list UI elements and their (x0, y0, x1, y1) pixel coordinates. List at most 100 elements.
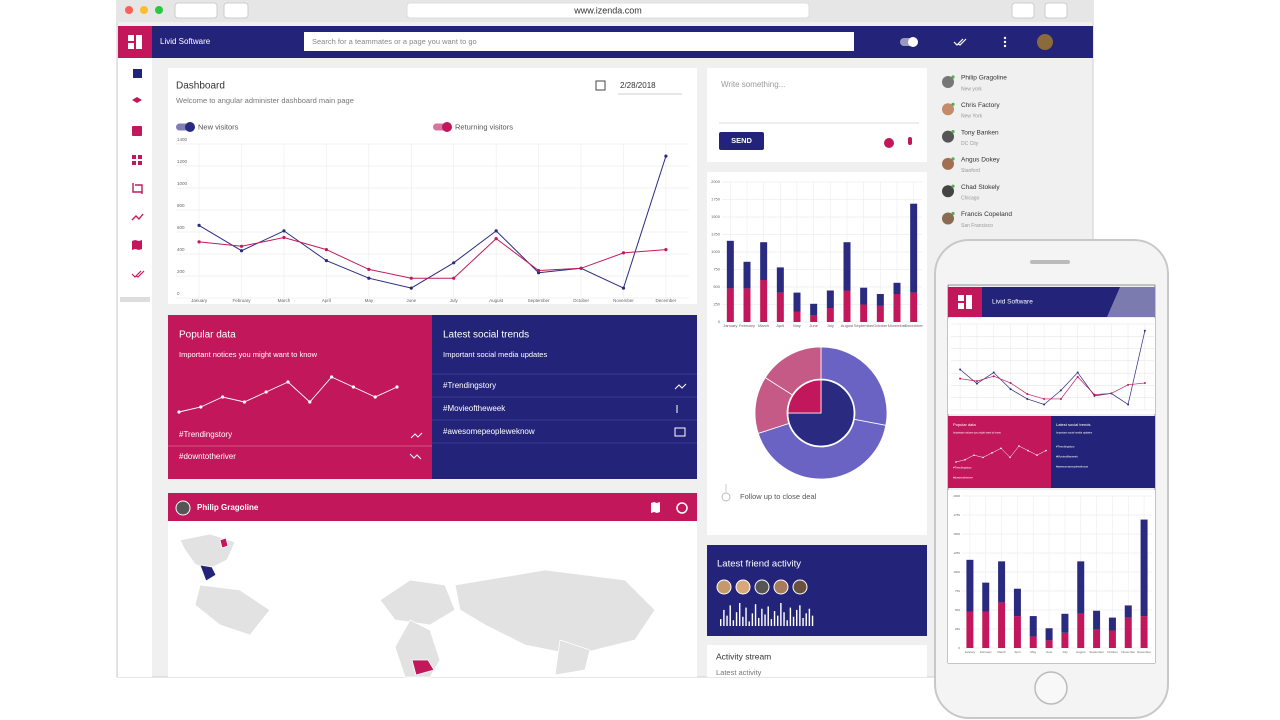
point (1143, 329, 1146, 332)
contact-name[interactable]: Tony Banken (961, 129, 999, 136)
point (494, 229, 498, 233)
contact-avatar (942, 103, 954, 116)
close-dot[interactable] (125, 6, 133, 14)
contact-city: DC City (961, 141, 979, 147)
sidebar-button[interactable] (223, 2, 249, 19)
point (452, 276, 456, 280)
contact-name[interactable]: Philip Gragoline (961, 75, 1007, 82)
y-tick-label: 400 (177, 247, 185, 252)
send-button[interactable] (719, 132, 764, 150)
x-tick-label: June (809, 323, 818, 328)
separators (432, 373, 697, 444)
search-box[interactable] (304, 32, 854, 51)
activity-bar (723, 609, 725, 626)
user-avatar[interactable] (1037, 34, 1053, 50)
bar-segment (1029, 616, 1037, 637)
home-button[interactable] (1034, 671, 1068, 705)
mic-icon[interactable] (908, 137, 912, 145)
logo[interactable] (118, 26, 152, 58)
contact-name[interactable]: Angus Dokey (961, 157, 1000, 164)
y-tick-label: 0 (958, 646, 960, 650)
nav-buttons[interactable] (174, 2, 218, 19)
x-tick-label: July (450, 298, 459, 303)
locate-icon[interactable] (676, 502, 688, 514)
spark-point (395, 385, 399, 389)
activity-bar (805, 613, 807, 626)
point (367, 267, 371, 271)
x-tick-label: November (613, 298, 634, 303)
point (1043, 397, 1046, 400)
profile-name: Philip Gragoline (197, 503, 259, 512)
x-tick-label: February (739, 323, 755, 328)
legend-knob (442, 122, 452, 132)
x-tick-label: July (1062, 650, 1068, 654)
phone-line-card (948, 318, 1155, 414)
activity-stream-title: Activity stream (716, 651, 771, 661)
send-label[interactable]: SEND (731, 136, 752, 145)
spark-point (973, 454, 975, 456)
social-tag[interactable]: #Movieoftheweek (443, 404, 506, 413)
y-tick-label: 250 (713, 302, 720, 307)
url-bar[interactable] (406, 2, 810, 19)
spark-point (964, 458, 966, 461)
bar-segment (760, 280, 768, 322)
date[interactable]: 2/28/2018 (620, 81, 656, 90)
contact-name[interactable]: Chad Stokely (961, 184, 1000, 191)
point (197, 223, 201, 227)
more-icon[interactable] (1003, 36, 1007, 48)
sidebar-icons[interactable] (131, 69, 145, 278)
bar-segment (998, 602, 1006, 648)
tabs-button[interactable] (1044, 2, 1068, 19)
social-tag[interactable]: #awesomepeopleweknow (443, 427, 535, 436)
bar-segment (1029, 636, 1037, 648)
spark-point (242, 400, 246, 404)
phone-header-accent (1107, 287, 1155, 317)
popular-tag[interactable]: #Trendingstory (179, 430, 232, 439)
x-tick-label: October (1107, 650, 1118, 654)
x-tick-label: May (793, 323, 801, 328)
minimize-dot[interactable] (140, 6, 148, 14)
bar-segment (810, 303, 818, 315)
x-tick-label: January (723, 323, 737, 328)
contact-name[interactable]: Chris Factory (961, 102, 1000, 109)
social-tag[interactable]: #Trendingstory (443, 381, 496, 390)
bar-segment (893, 282, 901, 294)
bar-segment (760, 242, 768, 280)
bar-segment (876, 294, 884, 306)
contact-name[interactable]: Francis Copeland (961, 211, 1012, 218)
map-icon[interactable] (651, 502, 660, 513)
popular-tag[interactable]: #downtotheriver (179, 452, 236, 461)
bar-segment (1045, 628, 1053, 641)
y-tick-label: 0 (718, 319, 721, 324)
check-icon[interactable] (953, 38, 967, 46)
search-placeholder: Search for a teammates or a page you wan… (312, 37, 477, 46)
x-tick-label: July (827, 323, 834, 328)
x-tick-label: April (322, 298, 331, 303)
bar-segment (793, 292, 801, 312)
phone-popular-card (948, 416, 1051, 488)
y-tick-label: 1500 (711, 214, 721, 219)
series-line (199, 236, 666, 279)
point (1093, 393, 1096, 396)
donut-slice (757, 418, 887, 480)
share-button[interactable] (1011, 2, 1035, 19)
point (324, 248, 329, 252)
composer-placeholder[interactable]: Write something... (721, 80, 785, 89)
point (536, 271, 541, 275)
y-tick-label: 1500 (953, 532, 960, 536)
series-line (198, 155, 667, 289)
y-tick-label: 800 (177, 203, 185, 208)
phone-popular-title: Popular data (953, 422, 976, 427)
bar-segment (1108, 630, 1116, 648)
x-tick-label: March (997, 650, 1006, 654)
trend-icons (409, 432, 423, 460)
camera-icon[interactable] (884, 138, 894, 148)
sidebar-scroll[interactable] (120, 297, 150, 302)
y-tick-label: 1400 (177, 137, 188, 142)
zoom-dot[interactable] (155, 6, 163, 14)
donut-slice (787, 379, 822, 414)
point (1043, 403, 1046, 406)
calendar-icon[interactable] (595, 80, 606, 91)
popular-subtitle: Important notices you might want to know (179, 350, 318, 359)
point (1059, 389, 1062, 392)
